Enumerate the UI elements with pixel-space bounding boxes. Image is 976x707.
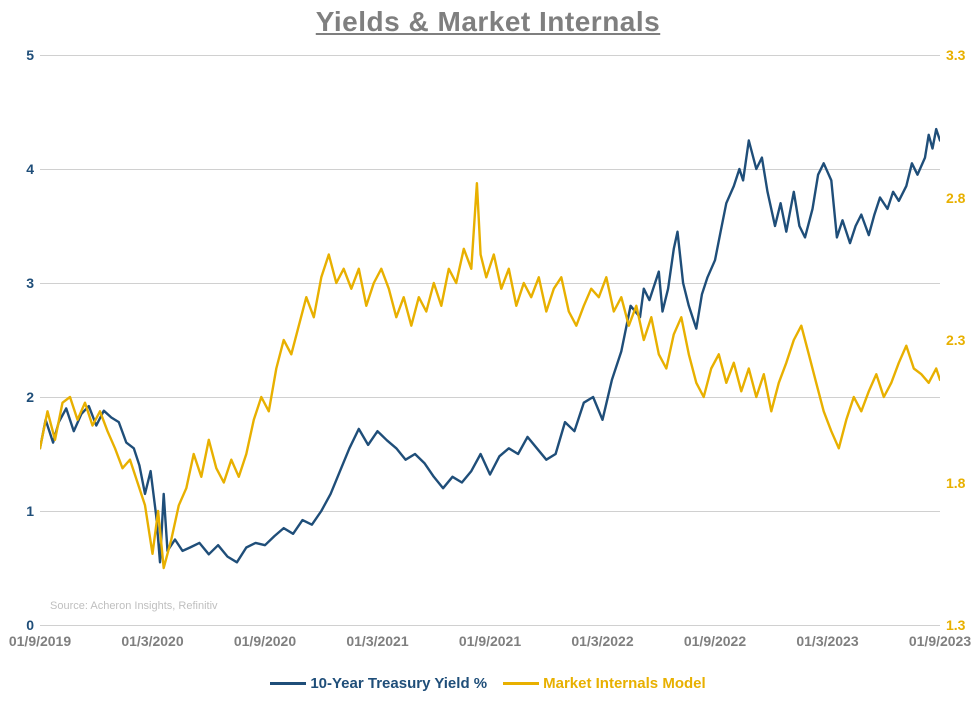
legend-label: Market Internals Model (543, 675, 706, 692)
legend-item: 10-Year Treasury Yield % (270, 675, 487, 692)
chart-container: Yields & Market Internals 0123451.31.82.… (0, 0, 976, 707)
x-tick-label: 01/9/2022 (684, 633, 746, 649)
y-left-tick-label: 1 (12, 503, 34, 519)
y-left-tick-label: 3 (12, 275, 34, 291)
x-tick-label: 01/3/2022 (571, 633, 633, 649)
y-right-tick-label: 1.8 (946, 475, 965, 491)
y-right-tick-label: 3.3 (946, 47, 965, 63)
legend-swatch (270, 682, 306, 685)
source-text: Source: Acheron Insights, Refinitiv (50, 600, 218, 612)
y-left-tick-label: 2 (12, 389, 34, 405)
x-tick-label: 01/9/2021 (459, 633, 521, 649)
x-tick-label: 01/9/2020 (234, 633, 296, 649)
gridline (40, 625, 940, 626)
legend: 10-Year Treasury Yield % Market Internals… (0, 672, 976, 692)
series-svg (40, 55, 940, 625)
x-tick-label: 01/9/2023 (909, 633, 971, 649)
x-tick-label: 01/3/2020 (121, 633, 183, 649)
y-right-tick-label: 2.8 (946, 190, 965, 206)
x-tick-label: 01/9/2019 (9, 633, 71, 649)
legend-item: Market Internals Model (503, 675, 706, 692)
y-right-tick-label: 1.3 (946, 617, 965, 633)
y-right-tick-label: 2.3 (946, 332, 965, 348)
y-left-tick-label: 4 (12, 161, 34, 177)
y-left-tick-label: 5 (12, 47, 34, 63)
chart-title: Yields & Market Internals (0, 6, 976, 38)
legend-swatch (503, 682, 539, 685)
plot-area: 0123451.31.82.32.83.301/9/201901/3/20200… (40, 55, 940, 625)
legend-label: 10-Year Treasury Yield % (310, 675, 487, 692)
series-line (40, 129, 940, 562)
y-left-tick-label: 0 (12, 617, 34, 633)
series-line (40, 183, 940, 568)
x-tick-label: 01/3/2023 (796, 633, 858, 649)
x-tick-label: 01/3/2021 (346, 633, 408, 649)
